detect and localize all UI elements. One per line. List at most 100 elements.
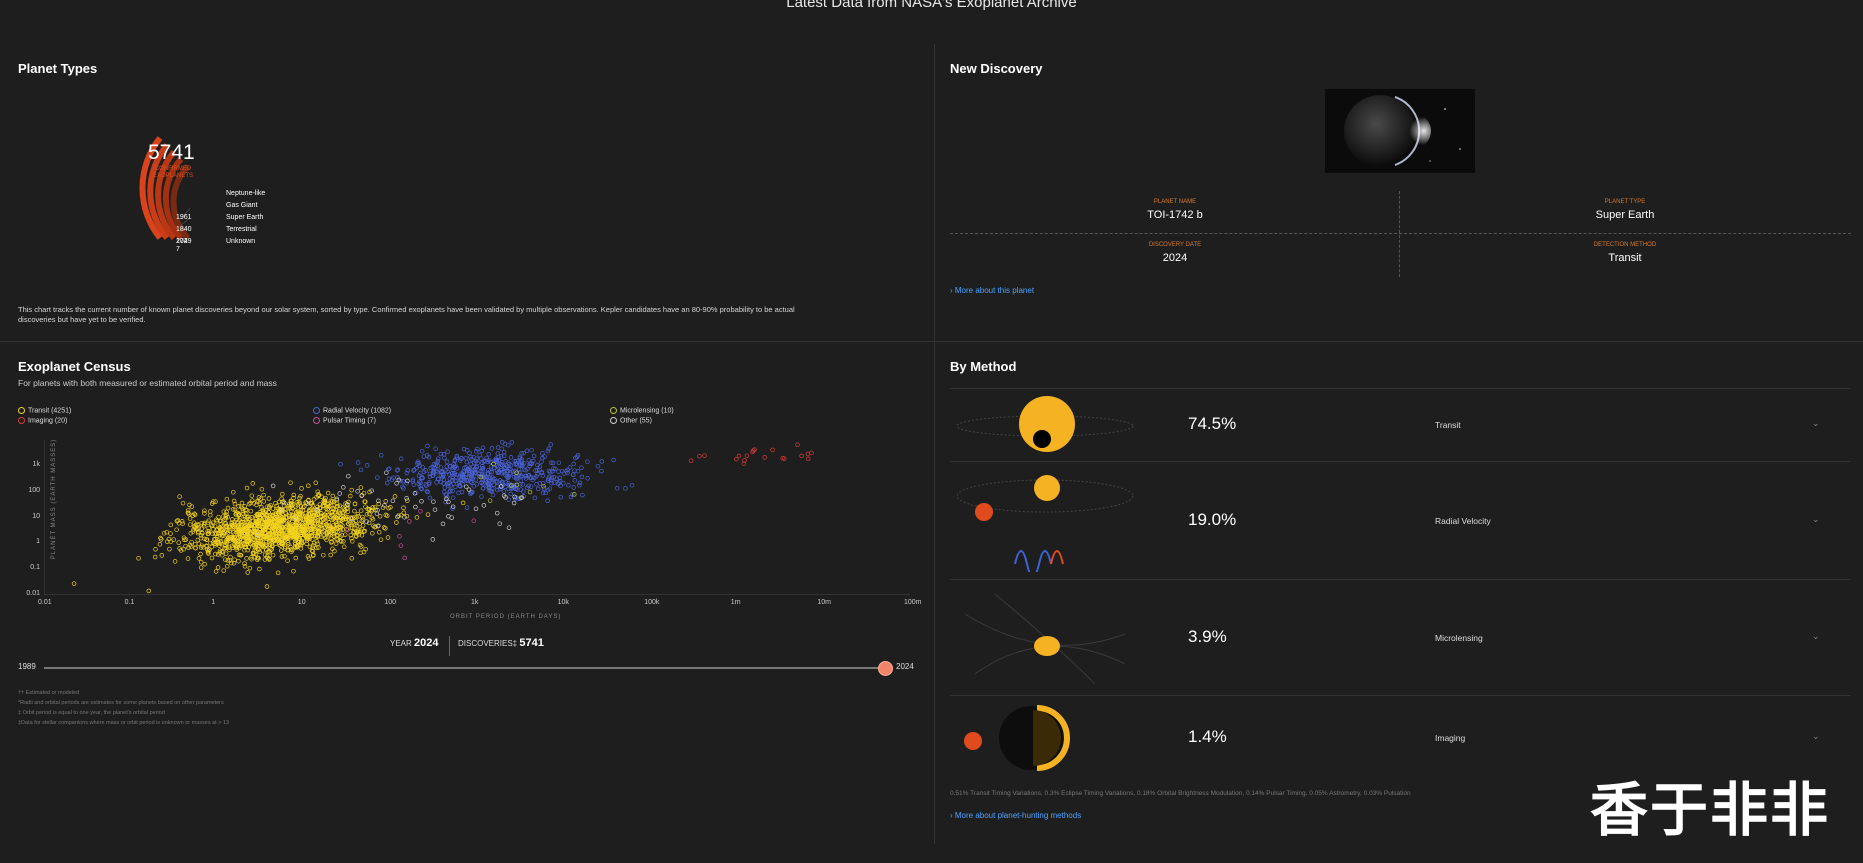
data-point[interactable] — [546, 474, 552, 480]
data-point[interactable] — [478, 474, 484, 480]
data-point[interactable] — [392, 494, 398, 499]
data-point[interactable] — [702, 453, 707, 458]
data-point[interactable] — [213, 551, 218, 557]
data-point[interactable] — [734, 456, 739, 462]
data-point[interactable] — [401, 505, 406, 511]
data-point[interactable] — [523, 473, 529, 479]
data-point[interactable] — [172, 559, 178, 564]
data-point[interactable] — [537, 464, 543, 469]
data-point[interactable] — [188, 530, 194, 536]
data-point[interactable] — [298, 493, 303, 499]
data-point[interactable] — [490, 492, 496, 498]
data-point[interactable] — [546, 468, 552, 474]
data-point[interactable] — [356, 532, 362, 537]
data-point[interactable] — [232, 501, 238, 507]
data-point[interactable] — [346, 473, 351, 479]
data-point[interactable] — [255, 523, 261, 529]
data-point[interactable] — [275, 570, 281, 576]
data-point[interactable] — [319, 526, 324, 532]
data-point[interactable] — [535, 472, 540, 477]
data-point[interactable] — [227, 558, 232, 563]
data-point[interactable] — [297, 500, 303, 506]
data-point[interactable] — [374, 511, 380, 516]
data-point[interactable] — [304, 541, 309, 547]
data-point[interactable] — [328, 514, 333, 520]
data-point[interactable] — [213, 569, 219, 574]
data-point[interactable] — [415, 459, 421, 464]
data-point[interactable] — [216, 543, 222, 548]
data-point[interactable] — [167, 546, 172, 552]
data-point[interactable] — [186, 511, 192, 517]
data-point[interactable] — [300, 504, 306, 510]
data-point[interactable] — [407, 519, 412, 524]
data-point[interactable] — [315, 518, 321, 523]
data-point[interactable] — [411, 482, 417, 487]
legend-transit[interactable]: Transit (4251) — [18, 407, 71, 414]
data-point[interactable] — [190, 513, 196, 518]
data-point[interactable] — [267, 536, 273, 542]
data-point[interactable] — [236, 512, 242, 517]
data-point[interactable] — [264, 512, 270, 517]
data-point[interactable] — [212, 523, 218, 529]
data-point[interactable] — [179, 519, 185, 524]
data-point[interactable] — [567, 465, 573, 470]
data-point[interactable] — [595, 463, 601, 469]
data-point[interactable] — [261, 499, 267, 504]
data-point[interactable] — [375, 475, 380, 480]
data-point[interactable] — [780, 455, 785, 461]
data-point[interactable] — [420, 465, 425, 470]
data-point[interactable] — [534, 482, 539, 487]
data-point[interactable] — [223, 543, 228, 548]
data-point[interactable] — [499, 446, 504, 451]
data-point[interactable] — [580, 492, 585, 498]
data-point[interactable] — [443, 492, 449, 497]
data-point[interactable] — [473, 477, 478, 482]
data-point[interactable] — [296, 499, 302, 505]
data-point[interactable] — [508, 455, 514, 460]
data-point[interactable] — [225, 558, 231, 563]
data-point[interactable] — [262, 533, 267, 539]
method-name[interactable]: Transit — [1435, 420, 1461, 430]
data-point[interactable] — [269, 541, 274, 547]
data-point[interactable] — [201, 545, 206, 550]
data-point[interactable] — [520, 482, 525, 487]
data-point[interactable] — [349, 487, 354, 493]
data-point[interactable] — [328, 552, 333, 558]
data-point[interactable] — [502, 441, 508, 447]
data-point[interactable] — [242, 526, 247, 531]
data-point[interactable] — [548, 442, 554, 447]
data-point[interactable] — [540, 451, 545, 456]
data-point[interactable] — [459, 472, 465, 478]
data-point[interactable] — [518, 495, 524, 501]
data-point[interactable] — [227, 547, 232, 553]
more-about-planet-link[interactable]: › More about this planet — [950, 286, 1035, 295]
data-point[interactable] — [540, 480, 546, 486]
data-point[interactable] — [511, 469, 516, 475]
data-point[interactable] — [363, 546, 368, 552]
data-point[interactable] — [435, 456, 441, 461]
data-point[interactable] — [309, 548, 315, 553]
data-point[interactable] — [330, 493, 336, 499]
method-name[interactable]: Radial Velocity — [1435, 516, 1491, 526]
data-point[interactable] — [275, 506, 281, 511]
data-point[interactable] — [245, 570, 250, 575]
data-point[interactable] — [288, 530, 293, 536]
data-point[interactable] — [469, 490, 474, 496]
data-point[interactable] — [256, 518, 261, 524]
data-point[interactable] — [314, 494, 319, 500]
data-point[interactable] — [352, 515, 357, 520]
data-point[interactable] — [348, 532, 354, 538]
data-point[interactable] — [359, 493, 364, 499]
data-point[interactable] — [307, 536, 312, 541]
data-point[interactable] — [291, 492, 297, 498]
data-point[interactable] — [196, 556, 202, 561]
data-point[interactable] — [224, 523, 229, 529]
data-point[interactable] — [302, 529, 308, 534]
data-point[interactable] — [550, 460, 556, 466]
data-point[interactable] — [611, 457, 616, 463]
data-point[interactable] — [358, 467, 364, 473]
data-point[interactable] — [231, 489, 236, 495]
data-point[interactable] — [373, 507, 378, 513]
data-point[interactable] — [410, 479, 416, 484]
data-point[interactable] — [452, 471, 457, 476]
